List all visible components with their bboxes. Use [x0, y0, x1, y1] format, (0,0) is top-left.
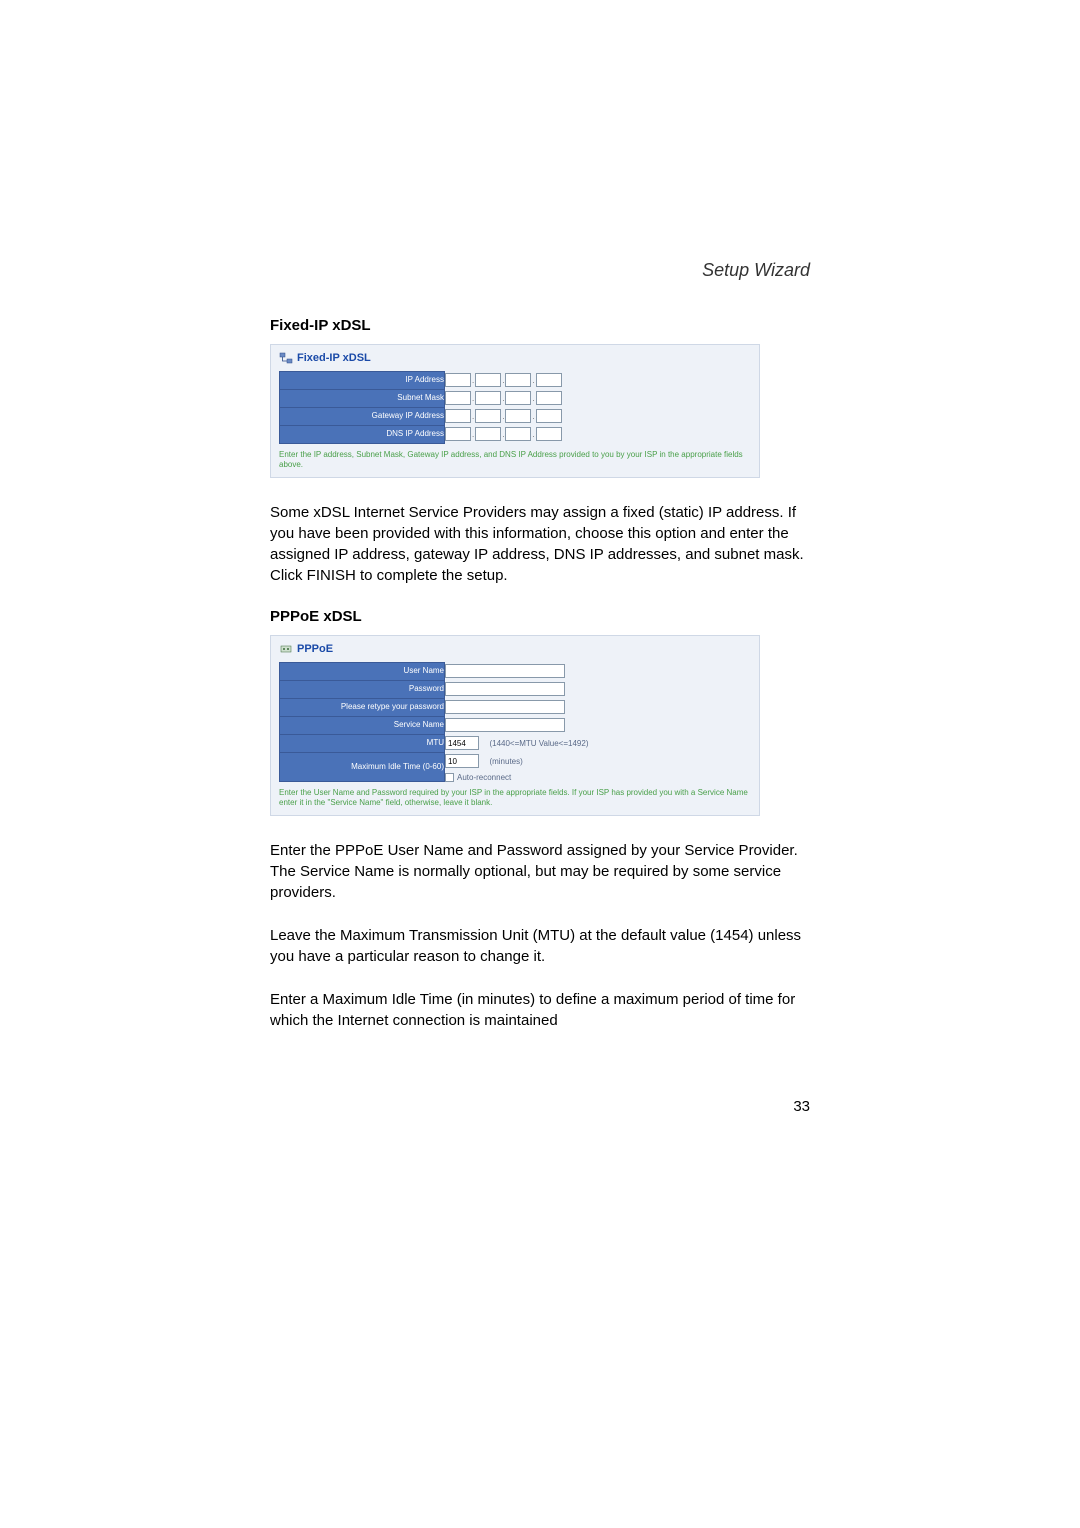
pppoe-form: User Name Password Please retype your pa…	[279, 662, 751, 782]
user-name-input[interactable]	[445, 664, 565, 678]
pppoe-panel-title: PPPoE	[297, 643, 333, 655]
idle-hint: (minutes)	[489, 757, 522, 766]
ip-octet-input[interactable]	[475, 409, 501, 423]
ip-octet-input[interactable]	[536, 373, 562, 387]
auto-reconnect-row: Auto-reconnect	[445, 773, 751, 782]
password-label: Password	[280, 681, 445, 699]
idle-time-label: Maximum Idle Time (0-60)	[280, 753, 445, 782]
dns-ip-label: DNS IP Address	[280, 426, 445, 444]
ip-octet-input[interactable]	[505, 409, 531, 423]
ip-octet-input[interactable]	[445, 391, 471, 405]
fixed-ip-footnote: Enter the IP address, Subnet Mask, Gatew…	[279, 450, 751, 469]
ip-octet-input[interactable]	[536, 391, 562, 405]
fixed-ip-panel: Fixed-IP xDSL IP Address ... Subnet Mask…	[270, 344, 760, 478]
ip-octet-input[interactable]	[475, 373, 501, 387]
ip-octet-input[interactable]	[445, 427, 471, 441]
ip-octet-input[interactable]	[445, 373, 471, 387]
pppoe-footnote: Enter the User Name and Password require…	[279, 788, 751, 807]
ip-address-inputs: ...	[445, 372, 751, 390]
network-icon	[279, 351, 293, 365]
pppoe-body-1: Enter the PPPoE User Name and Password a…	[270, 840, 810, 903]
page-content: Setup Wizard Fixed-IP xDSL Fixed-IP xDSL…	[270, 260, 810, 1031]
ip-octet-input[interactable]	[475, 427, 501, 441]
service-name-label: Service Name	[280, 717, 445, 735]
pppoe-body-2: Leave the Maximum Transmission Unit (MTU…	[270, 925, 810, 967]
fixed-ip-panel-title: Fixed-IP xDSL	[297, 352, 371, 364]
fixed-ip-body: Some xDSL Internet Service Providers may…	[270, 502, 810, 586]
user-name-label: User Name	[280, 663, 445, 681]
pppoe-heading: PPPoE xDSL	[270, 608, 810, 625]
retype-password-label: Please retype your password	[280, 699, 445, 717]
fixed-ip-panel-titlebar: Fixed-IP xDSL	[279, 351, 751, 365]
gateway-ip-label: Gateway IP Address	[280, 408, 445, 426]
auto-reconnect-label: Auto-reconnect	[457, 773, 511, 782]
service-name-input[interactable]	[445, 718, 565, 732]
ip-octet-input[interactable]	[536, 409, 562, 423]
pppoe-body-3: Enter a Maximum Idle Time (in minutes) t…	[270, 989, 810, 1031]
ip-octet-input[interactable]	[505, 373, 531, 387]
password-input[interactable]	[445, 682, 565, 696]
fixed-ip-heading: Fixed-IP xDSL	[270, 317, 810, 334]
page-header-title: Setup Wizard	[270, 260, 810, 281]
ip-octet-input[interactable]	[475, 391, 501, 405]
subnet-mask-label: Subnet Mask	[280, 390, 445, 408]
fixed-ip-form: IP Address ... Subnet Mask ... Gateway I…	[279, 371, 751, 444]
retype-password-input[interactable]	[445, 700, 565, 714]
page-number: 33	[793, 1098, 810, 1115]
ip-octet-input[interactable]	[505, 391, 531, 405]
pppoe-panel-titlebar: PPPoE	[279, 642, 751, 656]
dns-ip-inputs: ...	[445, 426, 751, 444]
modem-icon	[279, 642, 293, 656]
subnet-mask-inputs: ...	[445, 390, 751, 408]
gateway-ip-inputs: ...	[445, 408, 751, 426]
idle-time-input[interactable]	[445, 754, 479, 768]
ip-octet-input[interactable]	[536, 427, 562, 441]
pppoe-panel: PPPoE User Name Password Please retype y…	[270, 635, 760, 816]
auto-reconnect-checkbox[interactable]	[445, 773, 454, 782]
ip-address-label: IP Address	[280, 372, 445, 390]
mtu-label: MTU	[280, 735, 445, 753]
mtu-input[interactable]	[445, 736, 479, 750]
ip-octet-input[interactable]	[445, 409, 471, 423]
mtu-hint: (1440<=MTU Value<=1492)	[489, 739, 588, 748]
ip-octet-input[interactable]	[505, 427, 531, 441]
